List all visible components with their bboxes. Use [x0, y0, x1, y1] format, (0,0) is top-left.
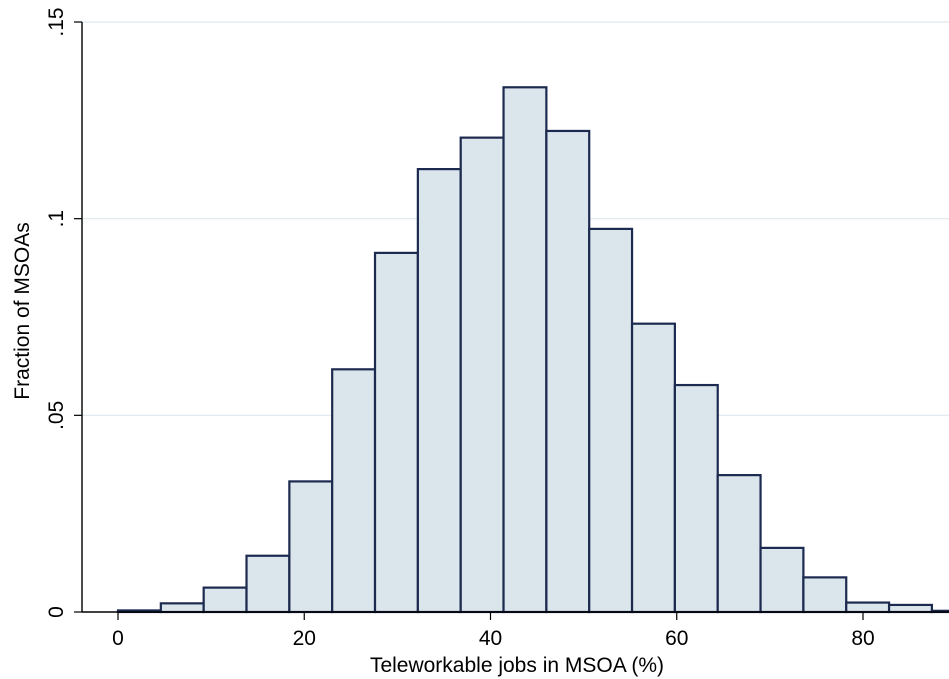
x-tick-label: 20	[293, 627, 316, 650]
histogram-bar	[416, 168, 462, 614]
histogram-bar	[716, 474, 762, 614]
x-axis-title: Teleworkable jobs in MSOA (%)	[370, 654, 664, 677]
histogram-bar	[159, 602, 205, 614]
y-tick-label: .15	[45, 7, 68, 36]
y-axis-title: Fraction of MSOAs	[11, 222, 34, 399]
histogram-bar	[887, 603, 934, 614]
histogram-bar	[245, 554, 291, 614]
histogram-bar	[545, 129, 591, 614]
x-tick-label: 80	[851, 627, 874, 650]
histogram-bar	[502, 86, 548, 614]
axes	[81, 22, 949, 613]
y-tick-label: 0	[45, 606, 68, 618]
histogram-bars	[116, 86, 949, 614]
y-axis-ticks: 0 .05 .1 .15	[45, 7, 82, 618]
histogram-bar	[459, 136, 505, 614]
histogram-bar	[673, 383, 719, 614]
histogram-bar	[759, 546, 805, 614]
histogram-bar	[630, 322, 676, 614]
x-tick-label: 40	[479, 627, 502, 650]
histogram-bar	[845, 601, 891, 614]
histogram-bar	[202, 586, 248, 614]
histogram-bar	[288, 480, 334, 614]
x-tick-label: 60	[665, 627, 688, 650]
histogram-bar	[331, 368, 377, 614]
histogram-bar	[802, 576, 848, 614]
y-tick-label: .1	[45, 210, 68, 228]
x-tick-label: 0	[112, 627, 124, 650]
y-tick-label: .05	[45, 401, 68, 430]
histogram-bar	[373, 251, 419, 614]
histogram-bar	[588, 227, 634, 614]
x-axis-ticks: 0 20 40 60 80	[112, 612, 875, 650]
